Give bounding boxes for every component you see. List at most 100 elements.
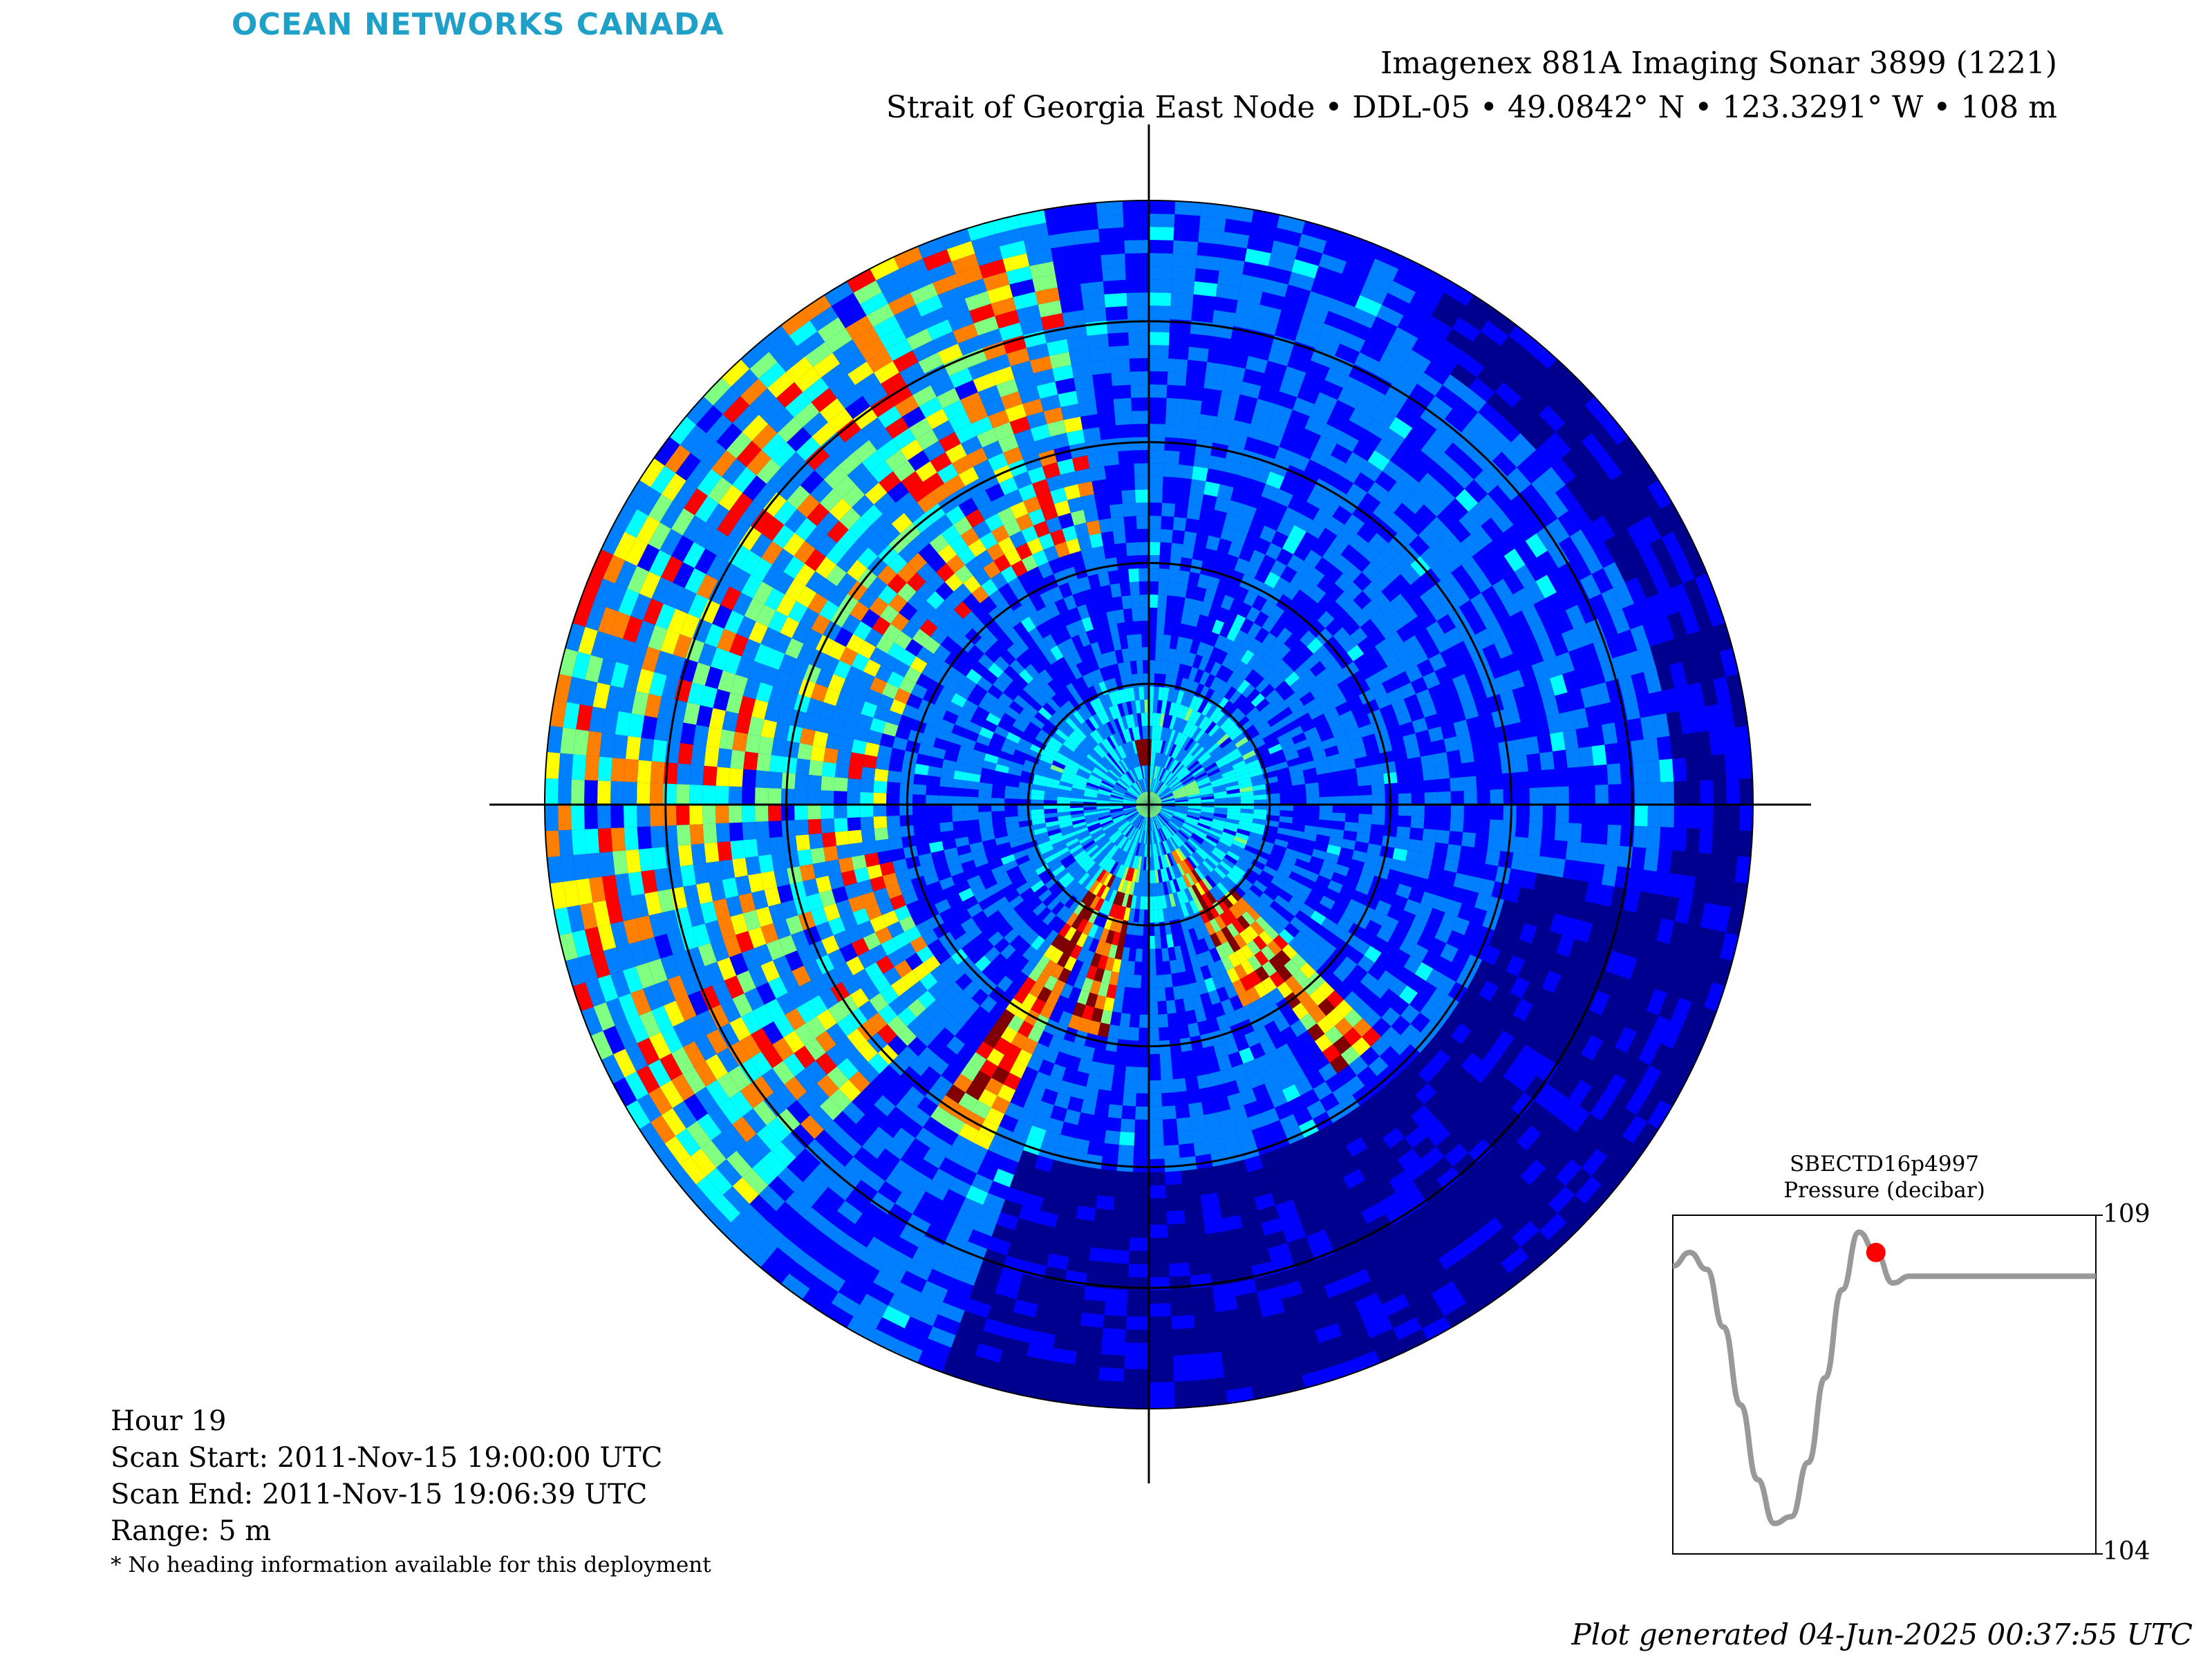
sonar-cell [1120, 822, 1131, 833]
sonar-cell [1526, 753, 1541, 771]
sonar-cell [1487, 758, 1502, 775]
sonar-cell [1137, 542, 1149, 556]
sonar-cell [1126, 756, 1134, 769]
sonar-cell [1241, 684, 1255, 698]
sonar-cell [1198, 715, 1210, 730]
sonar-cell [1254, 950, 1269, 966]
sonar-cell [1568, 805, 1582, 824]
sonar-cell [1227, 796, 1241, 801]
sonar-cell [1096, 1089, 1112, 1105]
sonar-cell [1103, 723, 1113, 737]
sonar-cell [1196, 980, 1208, 995]
sonar-cell [1188, 982, 1200, 997]
sonar-cell [1180, 903, 1190, 918]
sonar-cell [1118, 744, 1127, 758]
sonar-cell [1104, 754, 1116, 766]
sonar-cell [1024, 727, 1038, 739]
sonar-cell [1194, 926, 1204, 941]
sonar-cell [1319, 895, 1335, 910]
sonar-cell [1178, 830, 1190, 841]
sonar-cell [1385, 805, 1398, 816]
sonar-cell [1528, 821, 1543, 839]
sonar-cell [1137, 797, 1149, 805]
sonar-cell [1179, 451, 1195, 467]
sonar-cell [1286, 842, 1302, 852]
sonar-cell [1262, 961, 1277, 977]
sonar-cell [1265, 860, 1280, 872]
sonar-cell [1208, 872, 1220, 885]
sonar-cell [1162, 714, 1169, 728]
sonar-cell [1165, 701, 1172, 715]
sonar-cell [1065, 838, 1079, 847]
sonar-cell [1071, 847, 1085, 858]
sonar-cell [1170, 543, 1183, 558]
sonar-cell [1094, 1102, 1109, 1118]
sonar-cell [755, 787, 769, 805]
sonar-cell [1210, 778, 1224, 785]
sonar-cell [1292, 817, 1306, 825]
sonar-cell [1167, 758, 1175, 771]
sonar-cell [1132, 424, 1149, 438]
sonar-cell [1315, 721, 1331, 735]
sonar-cell [994, 725, 1009, 738]
sonar-cell [1170, 818, 1183, 827]
sonar-cell [1204, 762, 1217, 772]
sonar-cell [965, 805, 979, 813]
sonar-cell [964, 729, 980, 742]
sonar-cell [1443, 856, 1460, 873]
sonar-cell [1459, 845, 1474, 862]
sonar-cell [956, 753, 972, 765]
sonar-cell [1076, 1206, 1096, 1221]
sonar-cell [1169, 879, 1177, 894]
sonar-cell [988, 859, 1004, 870]
sonar-cell [1256, 875, 1271, 888]
sonar-cell [1122, 774, 1132, 785]
sonar-cell [1510, 852, 1527, 871]
sonar-cell [1180, 944, 1190, 959]
sonar-cell [1140, 779, 1145, 793]
sonar-cell [1342, 830, 1358, 841]
sonar-cell [913, 774, 928, 785]
sonar-cell [1111, 791, 1125, 797]
sonar-cell [1009, 659, 1025, 675]
sonar-cell [1046, 741, 1060, 752]
sonar-cell [1103, 776, 1116, 785]
sonar-cell [1161, 794, 1174, 800]
sonar-cell [1207, 742, 1219, 754]
sonar-cell [1103, 693, 1113, 708]
sonar-cell [1259, 892, 1274, 906]
sonar-cell [1250, 902, 1266, 917]
sonar-cell [1420, 754, 1436, 769]
sonar-cell [1087, 1141, 1105, 1156]
sonar-cell [1274, 838, 1288, 848]
sonar-cell [1180, 889, 1190, 903]
sonar-cell [1108, 830, 1120, 841]
sonar-cell [1101, 942, 1112, 957]
sonar-cell [1165, 1000, 1177, 1014]
sonar-cell [1071, 816, 1085, 822]
sonar-cell [1065, 879, 1078, 892]
brand-logo: OCEAN NETWORKS CANADA [232, 7, 724, 42]
sonar-cell [1593, 824, 1609, 845]
sonar-cell [1246, 841, 1260, 850]
sonar-cell [1140, 608, 1149, 621]
sonar-cell [1174, 808, 1188, 812]
sonar-cell [1163, 1145, 1180, 1159]
sonar-cell [1151, 778, 1155, 792]
sonar-cell [807, 805, 821, 820]
sonar-cell [1108, 769, 1120, 780]
sonar-cell [1109, 1249, 1130, 1264]
sonar-cell [1288, 656, 1304, 672]
sonar-cell [1067, 758, 1081, 769]
sonar-cell [1103, 544, 1116, 559]
sonar-cell [992, 677, 1009, 693]
sonar-cell [1159, 1027, 1170, 1041]
sonar-cell [1193, 1141, 1211, 1156]
sonar-cell [1149, 805, 1160, 813]
sonar-cell [1089, 865, 1101, 878]
sonar-cell [1074, 749, 1087, 760]
sonar-cell [1067, 841, 1081, 851]
sonar-cell [1224, 744, 1238, 756]
sonar-cell [970, 882, 986, 896]
sonar-cell [1098, 1076, 1113, 1091]
